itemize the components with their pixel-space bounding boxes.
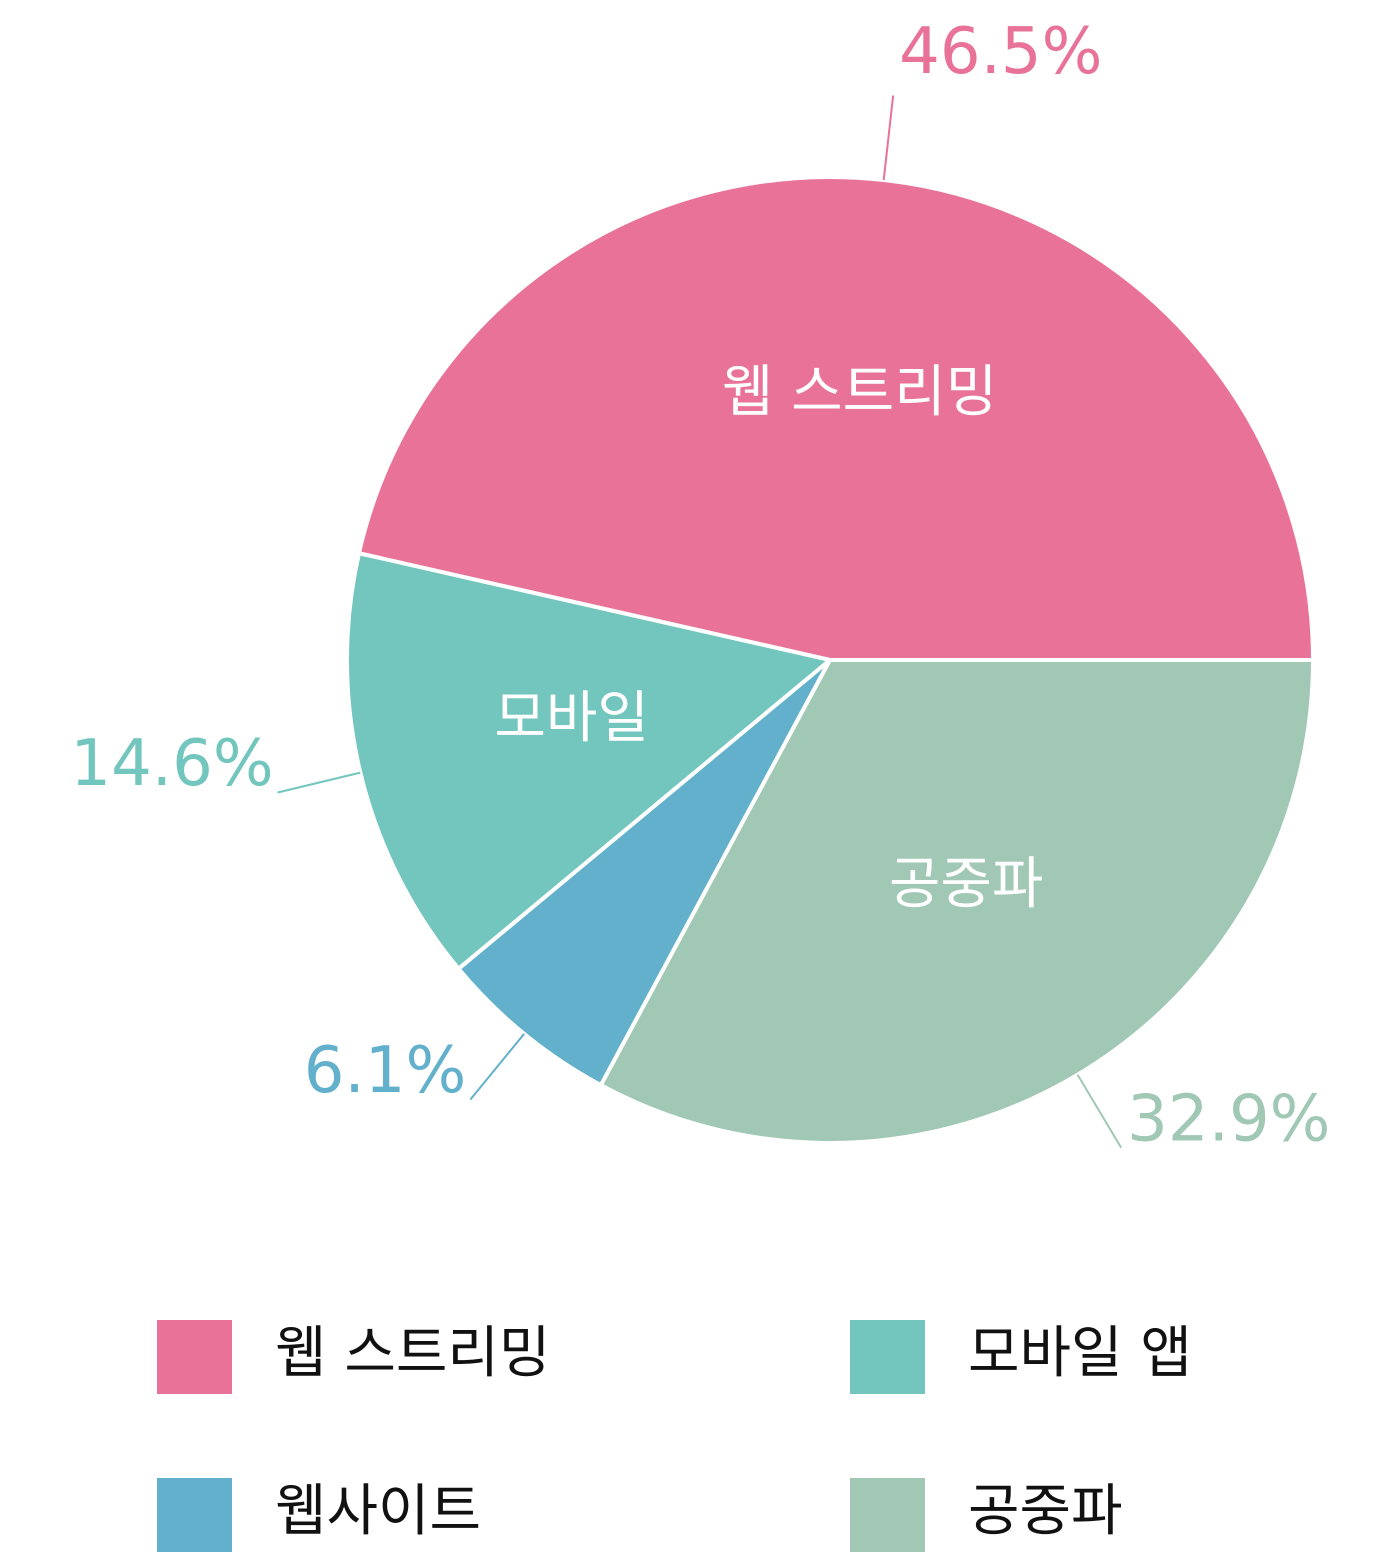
value-label: 6.1% xyxy=(304,1034,467,1108)
legend-swatch xyxy=(157,1320,232,1394)
pie-slice xyxy=(455,658,832,1088)
legend-swatch xyxy=(850,1320,925,1394)
legend-label: 공중파 xyxy=(968,1479,1123,1544)
legend-swatch xyxy=(850,1478,925,1552)
leader-line xyxy=(882,95,895,181)
legend-label: 모바일 앱 xyxy=(968,1321,1192,1386)
pie-slice xyxy=(356,175,1316,662)
leader-line xyxy=(1076,1074,1123,1149)
slice-label: 모바일 xyxy=(494,686,649,751)
legend-label: 웹 스트리밍 xyxy=(275,1321,550,1386)
legend-swatch xyxy=(157,1478,232,1552)
pie-slice xyxy=(345,550,835,972)
value-label: 32.9% xyxy=(1127,1082,1330,1156)
leader-line xyxy=(469,1033,525,1101)
legend-label: 웹사이트 xyxy=(275,1479,481,1544)
slice-label: 공중파 xyxy=(889,852,1044,917)
leader-line xyxy=(277,771,361,794)
value-label: 14.6% xyxy=(70,727,273,801)
slice-label: 웹 스트리밍 xyxy=(722,360,997,425)
pie-slice xyxy=(598,658,1316,1145)
value-label: 46.5% xyxy=(899,15,1102,89)
